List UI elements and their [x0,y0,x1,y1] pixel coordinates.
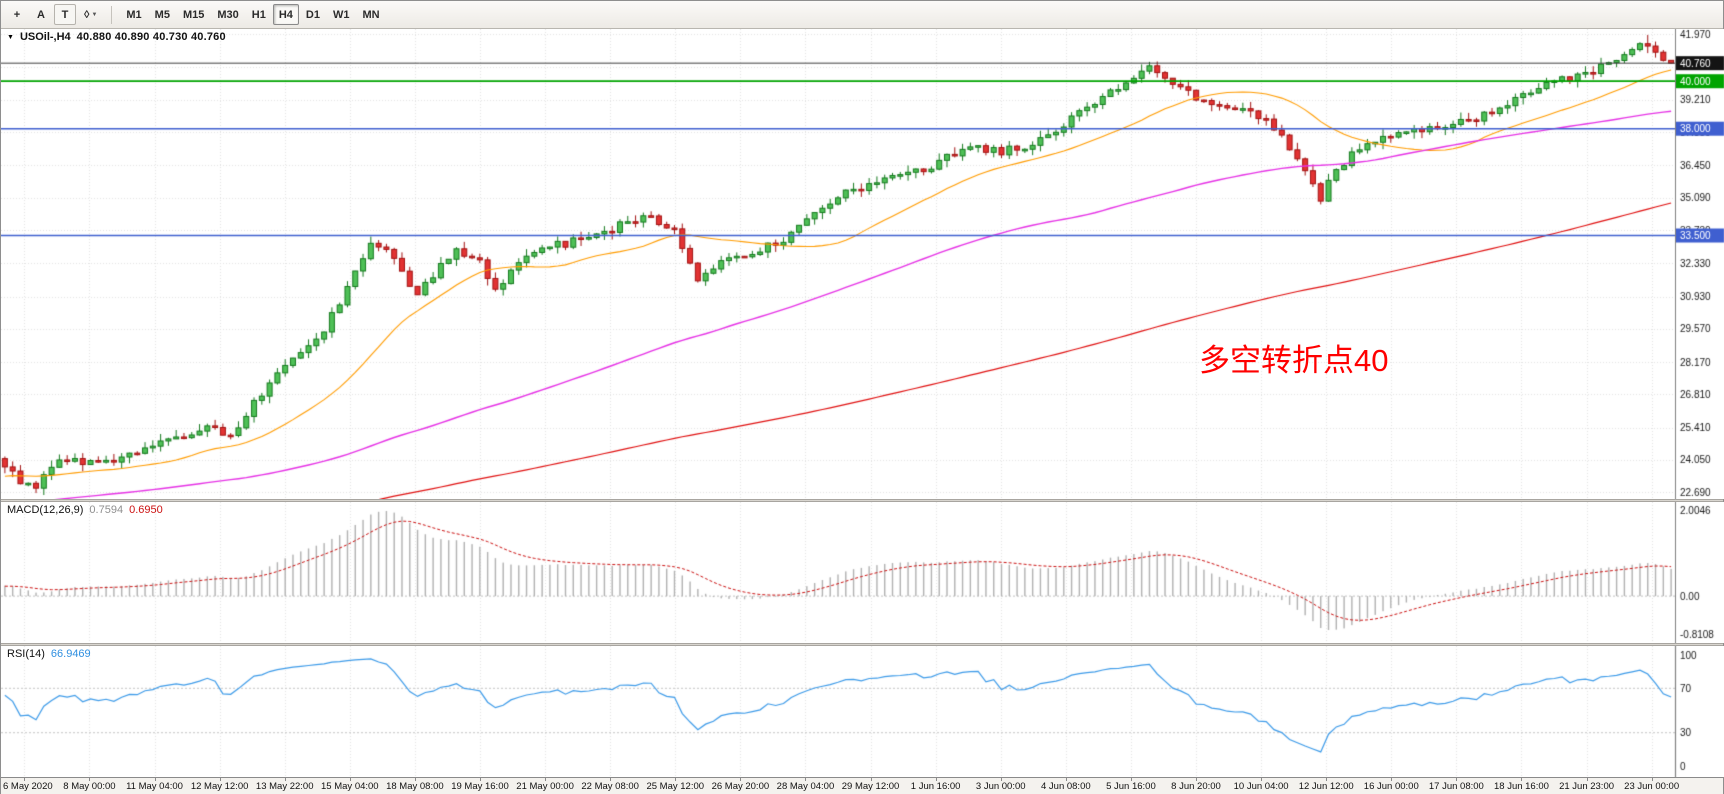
time-tick [1131,778,1132,781]
time-tick [610,778,611,781]
panel-splitter[interactable] [1,499,1723,502]
time-tick [675,778,676,781]
time-label: 12 Jun 12:00 [1298,781,1354,792]
toolbar: + A T ◊ ▼ M1 M5 M15 M30 H1 H4 D1 W1 MN [1,1,1723,29]
tool-button-group: + A T ◊ ▼ [6,4,103,25]
text-annotation-tool-button[interactable]: A [30,4,52,25]
time-tick [740,778,741,781]
time-tick [1587,778,1588,781]
time-tick [220,778,221,781]
time-tick [1652,778,1653,781]
time-label: 21 Jun 23:00 [1559,781,1615,792]
timeframe-m1-button[interactable]: M1 [120,4,147,25]
timeframe-mn-button[interactable]: MN [356,4,385,25]
rsi-indicator-panel: RSI(14) 66.9469 [1,646,1724,777]
time-label: 11 May 04:00 [126,781,183,792]
time-tick [805,778,806,781]
time-axis[interactable]: 6 May 2020 8 May 00:00 11 May 04:00 12 May … [1,777,1723,794]
time-tick [1521,778,1522,781]
time-tick [1391,778,1392,781]
timeframe-m5-button[interactable]: M5 [149,4,176,25]
time-label: 21 May 00:00 [516,781,574,792]
time-label: 4 Jun 08:00 [1040,781,1091,792]
macd-indicator-panel: MACD(12,26,9) 0.7594 0.6950 [1,502,1724,643]
text-label-icon: T [61,8,69,21]
timeframe-h1-button[interactable]: H1 [246,4,272,25]
chevron-down-icon: ▼ [91,11,98,18]
rsi-canvas[interactable] [1,646,1724,777]
time-label: 18 May 08:00 [386,781,444,792]
time-label: 1 Jun 16:00 [910,781,961,792]
time-tick [350,778,351,781]
time-label: 19 May 16:00 [451,781,509,792]
time-tick [89,778,90,781]
shapes-icon: ◊ [84,8,90,21]
timeframe-m30-button[interactable]: M30 [211,4,244,25]
time-label: 10 Jun 04:00 [1233,781,1289,792]
time-tick [545,778,546,781]
main-chart-panel: ▼ USOil-,H4 40.880 40.890 40.730 40.760 … [1,29,1724,499]
time-label: 28 May 04:00 [776,781,835,792]
time-label: 15 May 04:00 [321,781,379,792]
time-label: 3 Jun 00:00 [975,781,1026,792]
time-tick [155,778,156,781]
time-label: 8 May 00:00 [63,781,116,792]
time-tick [415,778,416,781]
time-tick [936,778,937,781]
timeframe-group: M1 M5 M15 M30 H1 H4 D1 W1 MN [120,4,385,25]
time-label: 17 Jun 08:00 [1428,781,1484,792]
time-label: 25 May 12:00 [646,781,705,792]
time-tick [1326,778,1327,781]
macd-canvas[interactable] [1,502,1724,643]
chart-panels: ▼ USOil-,H4 40.880 40.890 40.730 40.760 … [1,29,1724,777]
time-tick [1066,778,1067,781]
time-tick [1196,778,1197,781]
time-tick [1001,778,1002,781]
time-label: 18 Jun 16:00 [1493,781,1549,792]
panel-splitter[interactable] [1,643,1723,646]
crosshair-icon: + [13,8,21,21]
time-label: 26 May 20:00 [711,781,770,792]
time-label: 23 Jun 00:00 [1624,781,1680,792]
price-chart-canvas[interactable] [1,29,1724,499]
time-tick [285,778,286,781]
crosshair-tool-button[interactable]: + [6,4,28,25]
time-tick [871,778,872,781]
text-annotation-icon: A [37,8,45,21]
time-label: 6 May 2020 [3,781,53,792]
toolbar-separator [111,5,113,24]
time-label: 22 May 08:00 [581,781,639,792]
timeframe-m15-button[interactable]: M15 [177,4,210,25]
time-tick [24,778,25,781]
time-label: 12 May 12:00 [190,781,249,792]
timeframe-w1-button[interactable]: W1 [327,4,356,25]
timeframe-h4-button[interactable]: H4 [272,4,299,25]
text-label-tool-button[interactable]: T [54,4,76,25]
time-label: 16 Jun 00:00 [1363,781,1419,792]
time-label: 13 May 22:00 [255,781,314,792]
shapes-tool-button[interactable]: ◊ ▼ [78,4,103,25]
timeframe-d1-button[interactable]: D1 [300,4,326,25]
time-tick [1456,778,1457,781]
time-label: 5 Jun 16:00 [1106,781,1156,792]
time-tick [1261,778,1262,781]
time-tick [480,778,481,781]
time-label: 8 Jun 20:00 [1171,781,1221,792]
time-label: 29 May 12:00 [841,781,900,792]
